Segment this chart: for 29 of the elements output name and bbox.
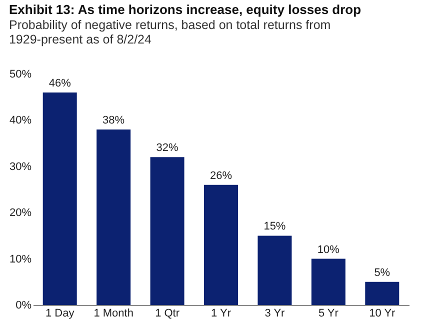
data-label: 46% xyxy=(48,77,72,90)
data-label: 38% xyxy=(102,114,125,126)
data-label: 15% xyxy=(264,220,286,233)
data-label: 10% xyxy=(317,244,340,256)
y-tick-label: 30% xyxy=(9,160,32,173)
bar xyxy=(204,184,238,305)
chart-subtitle: Probability of negative returns, based on total returns from 1929-present as of 8/2/24 xyxy=(8,18,331,46)
chart-title: Exhibit 13: As time horizons increase, equity losses drop xyxy=(8,2,362,17)
y-tick-label: 20% xyxy=(9,207,32,220)
y-tick-label: 10% xyxy=(9,253,32,266)
bar xyxy=(258,236,292,305)
x-tick-label: 5 Yr xyxy=(318,308,339,320)
bar xyxy=(365,282,400,305)
x-tick-label: 1 Day xyxy=(45,308,75,320)
bar xyxy=(311,258,346,305)
y-tick-label: 0% xyxy=(16,300,32,312)
data-label: 5% xyxy=(374,266,390,279)
data-label: 26% xyxy=(210,170,232,182)
bar xyxy=(96,129,131,305)
x-tick-label: 1 Yr xyxy=(211,308,232,320)
x-tick-label: 3 Yr xyxy=(264,308,286,320)
x-tick-label: 10 Yr xyxy=(369,308,396,320)
bar xyxy=(42,92,77,305)
x-tick-label: 1 Month xyxy=(94,308,134,320)
bar xyxy=(150,157,184,305)
data-label: 32% xyxy=(156,142,179,154)
y-tick-label: 50% xyxy=(9,68,32,80)
x-tick-label: 1 Qtr xyxy=(155,308,180,320)
y-tick-label: 40% xyxy=(9,114,32,127)
